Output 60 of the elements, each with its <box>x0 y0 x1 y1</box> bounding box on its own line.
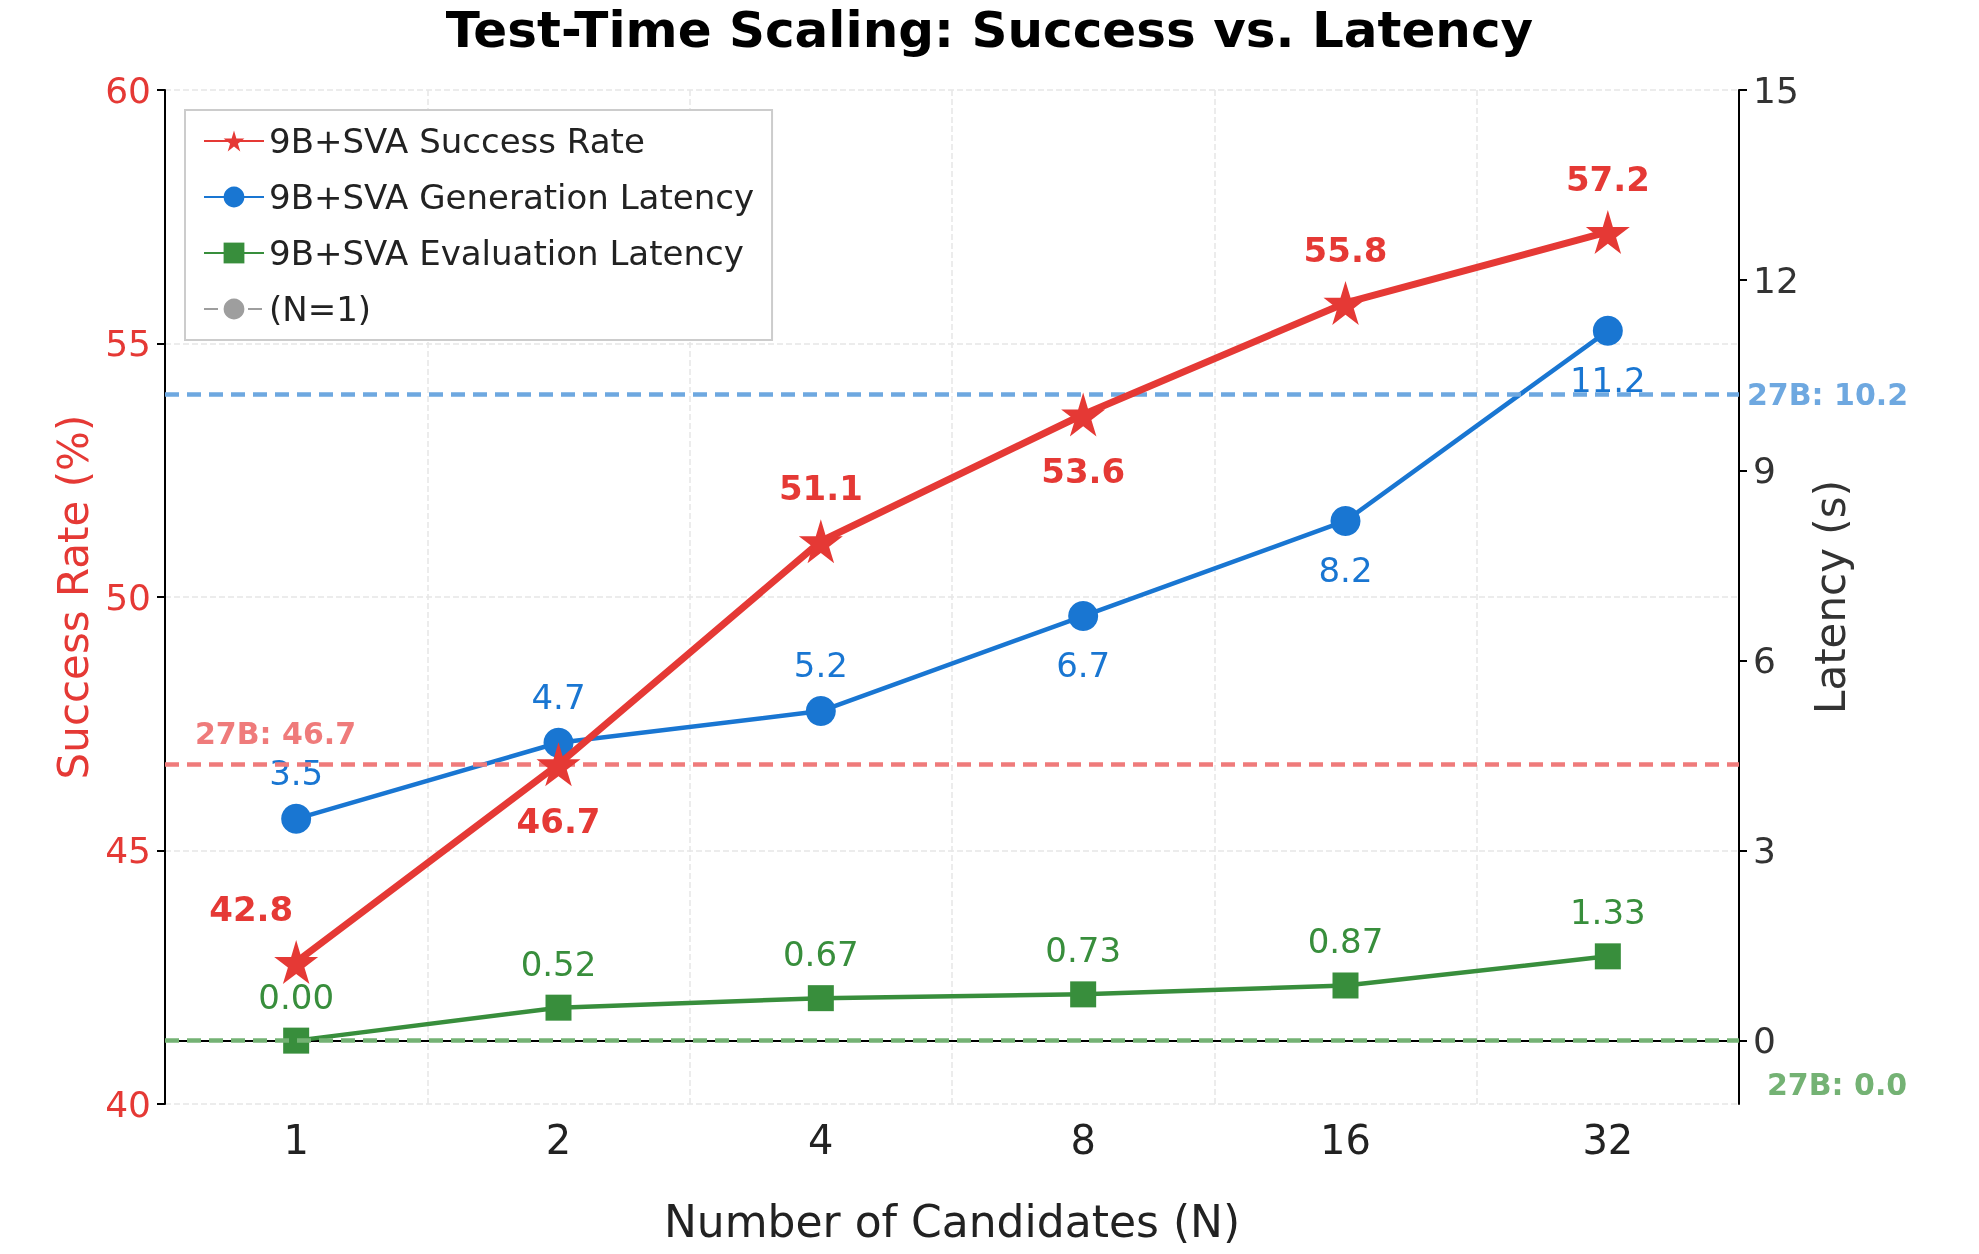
data-label: 53.6 <box>1041 451 1126 492</box>
data-label: 8.2 <box>1318 549 1373 590</box>
chart-title: Test-Time Scaling: Success vs. Latency <box>445 1 1534 59</box>
point <box>1332 972 1359 999</box>
y-axis-title: Success Rate (%) <box>48 414 98 780</box>
data-label: 42.8 <box>209 889 294 930</box>
point <box>805 696 836 727</box>
y2-tick-label: 9 <box>1753 449 1776 491</box>
data-label: 0.87 <box>1307 921 1384 962</box>
point <box>1585 209 1630 254</box>
data-label: 0.67 <box>782 934 859 975</box>
y-tick-label: 45 <box>105 830 151 871</box>
legend-label: 9B+SVA Success Rate <box>269 121 645 161</box>
y2-tick-label: 0 <box>1753 1020 1776 1062</box>
point <box>798 519 843 564</box>
x-axis-title: Number of Candidates (N) <box>663 1195 1241 1247</box>
x-tick-label: 32 <box>1582 1117 1634 1163</box>
data-label: 51.1 <box>778 468 863 509</box>
point <box>1061 392 1106 437</box>
point <box>545 994 572 1021</box>
y2-tick-label: 3 <box>1753 830 1776 871</box>
point <box>1592 315 1623 346</box>
y-tick-label: 55 <box>105 323 151 364</box>
x-tick-label: 2 <box>545 1117 572 1163</box>
data-label: 0.00 <box>258 976 335 1017</box>
data-label: 0.52 <box>520 943 597 984</box>
point <box>1070 981 1097 1008</box>
x-tick-label: 1 <box>283 1117 309 1163</box>
y-tick-label: 60 <box>105 69 151 111</box>
data-label: 5.2 <box>793 645 848 686</box>
data-label: 11.2 <box>1569 359 1646 400</box>
data-label: 6.7 <box>1056 645 1111 686</box>
ref-line-label: 27B: 10.2 <box>1747 376 1909 412</box>
x-tick-label: 4 <box>808 1117 834 1163</box>
point <box>536 742 581 787</box>
point <box>274 940 319 985</box>
point <box>1594 943 1621 970</box>
y2-tick-label: 15 <box>1753 69 1799 111</box>
y2-tick-label: 12 <box>1753 259 1799 301</box>
point <box>1068 601 1099 631</box>
legend-label: 9B+SVA Generation Latency <box>269 177 755 217</box>
legend-label: (N=1) <box>269 289 372 329</box>
data-label: 1.33 <box>1569 892 1646 933</box>
point <box>807 985 834 1012</box>
y-tick-label: 50 <box>105 576 151 618</box>
point <box>1330 505 1361 536</box>
legend-label: 9B+SVA Evaluation Latency <box>269 233 744 273</box>
ref-line-label: 27B: 46.7 <box>195 715 357 751</box>
y-tick-label: 40 <box>105 1083 151 1125</box>
data-label: 46.7 <box>516 801 601 842</box>
x-tick-label: 16 <box>1320 1117 1371 1163</box>
data-label: 57.2 <box>1565 158 1650 199</box>
data-label: 0.73 <box>1045 930 1122 971</box>
ref-line-label: 27B: 0.0 <box>1767 1067 1908 1103</box>
data-label: 55.8 <box>1303 229 1388 270</box>
x-tick-label: 8 <box>1070 1117 1096 1163</box>
y2-axis-title: Latency (s) <box>1806 479 1856 715</box>
data-label: 4.7 <box>531 676 586 717</box>
y2-tick-label: 6 <box>1753 639 1776 681</box>
point <box>281 803 312 834</box>
